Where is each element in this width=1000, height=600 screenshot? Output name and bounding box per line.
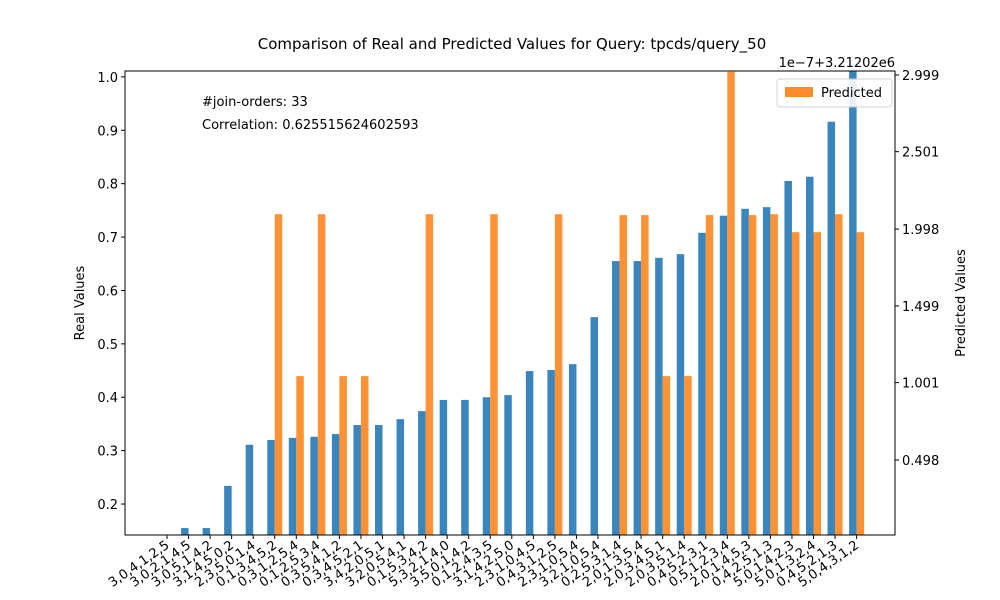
annotation: #join-orders: 33 <box>202 95 308 110</box>
y-tick-label: 0.8 <box>97 178 118 193</box>
bar <box>224 485 232 535</box>
bar <box>274 214 283 535</box>
y-axis-label: Real Values <box>73 265 88 340</box>
bar <box>547 370 555 535</box>
bar <box>641 215 649 535</box>
bar <box>662 376 671 535</box>
y2-tick-label: 1.998 <box>902 223 939 238</box>
bar <box>762 207 771 535</box>
bar <box>525 371 534 535</box>
bar <box>490 214 498 535</box>
y2-offset: 1e−7+3.21202e6 <box>779 56 895 71</box>
bar <box>676 254 685 535</box>
y-tick-label: 0.2 <box>97 498 118 513</box>
bar <box>396 419 405 535</box>
bar <box>439 399 448 535</box>
bar <box>806 176 814 535</box>
bar <box>748 215 757 535</box>
bar <box>698 232 706 535</box>
y-tick-label: 0.5 <box>97 338 118 353</box>
y2-tick-label: 2.999 <box>902 69 939 84</box>
bar <box>612 261 620 535</box>
bar <box>317 214 326 535</box>
bar <box>353 425 361 535</box>
y2-tick-label: 2.501 <box>902 146 939 161</box>
bar <box>418 411 426 535</box>
bar <box>719 215 728 535</box>
y-tick-label: 0.3 <box>97 445 118 460</box>
bar <box>310 436 318 535</box>
bar <box>791 232 800 535</box>
bar <box>705 215 714 535</box>
chart-title: Comparison of Real and Predicted Values … <box>258 35 767 54</box>
bar <box>482 397 491 535</box>
y2-tick-label: 1.001 <box>902 377 939 392</box>
y2-tick-label: 1.499 <box>902 300 939 315</box>
bar <box>655 257 663 535</box>
y2-tick-label: 0.498 <box>902 454 939 469</box>
bar <box>202 528 211 535</box>
bar <box>554 214 563 535</box>
bars <box>167 71 865 535</box>
bar <box>181 528 189 535</box>
y2-axis-label: Predicted Values <box>954 249 969 357</box>
legend-box <box>776 78 893 108</box>
bar <box>267 439 275 535</box>
bar <box>741 208 749 535</box>
y-tick-label: 0.7 <box>97 231 118 246</box>
bar <box>856 232 865 535</box>
bar <box>835 214 843 535</box>
bar <box>633 261 642 535</box>
bar <box>245 444 254 535</box>
bar <box>461 399 469 535</box>
bar <box>375 425 383 535</box>
bar <box>425 214 434 535</box>
bar <box>684 376 692 535</box>
bar <box>331 434 340 535</box>
bar <box>619 215 628 535</box>
bar <box>339 376 347 535</box>
bar <box>770 214 778 535</box>
bar <box>504 395 512 535</box>
bar <box>827 121 836 535</box>
bar <box>360 376 369 535</box>
bar <box>568 364 577 535</box>
y-tick-label: 0.9 <box>97 124 118 139</box>
bar <box>296 376 304 535</box>
bar <box>727 71 735 535</box>
bar <box>288 437 297 535</box>
bar <box>849 71 857 535</box>
y-tick-label: 0.4 <box>97 391 118 406</box>
bar <box>590 317 598 535</box>
legend-swatch <box>785 87 813 97</box>
bar <box>784 180 792 535</box>
y-tick-label: 1.0 <box>97 71 118 86</box>
legend-label: Predicted <box>821 86 882 101</box>
bar <box>813 232 821 535</box>
y-tick-label: 0.6 <box>97 284 118 299</box>
plot-frame <box>124 70 896 536</box>
annotation: Correlation: 0.625515624602593 <box>202 118 419 133</box>
